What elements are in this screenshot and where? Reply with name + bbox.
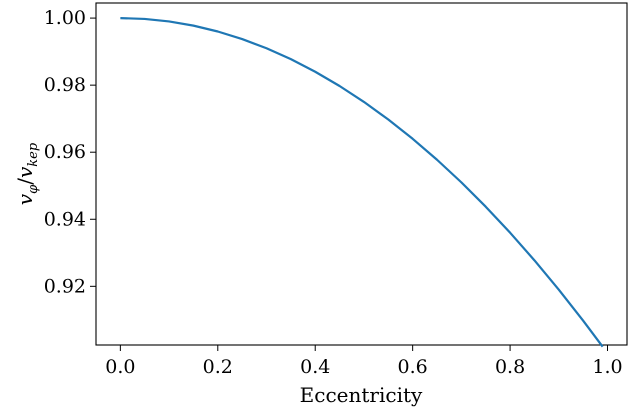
y-axis-label: vφ/vkep [13,142,41,205]
x-axis-label: Eccentricity [300,383,423,407]
y-label-slash: / [13,178,37,185]
x-tick-label: 0.6 [398,356,428,378]
y-tick-label: 0.98 [44,74,86,96]
x-tick-label: 0.8 [495,356,525,378]
x-tick-label: 0.0 [105,356,135,378]
y-label-numerator: v [13,193,37,205]
plot-area [95,2,628,346]
y-tick-label: 0.92 [44,275,86,297]
y-label-denominator: v [13,166,37,178]
y-tick-label: 1.00 [44,7,86,29]
y-label-numerator-sub: φ [26,184,41,194]
x-tick-label: 0.4 [300,356,330,378]
y-axis-ticks: 0.92 0.94 0.96 0.98 1.00 [44,7,96,297]
series-line [120,16,604,348]
x-tick-label: 0.2 [203,356,233,378]
y-tick-label: 0.96 [44,141,86,163]
x-tick-label: 1.0 [592,356,622,378]
y-tick-label: 0.94 [44,208,86,230]
x-axis-ticks: 0.0 0.2 0.4 0.6 0.8 1.0 [105,345,623,378]
y-label-denominator-sub: kep [26,142,41,167]
